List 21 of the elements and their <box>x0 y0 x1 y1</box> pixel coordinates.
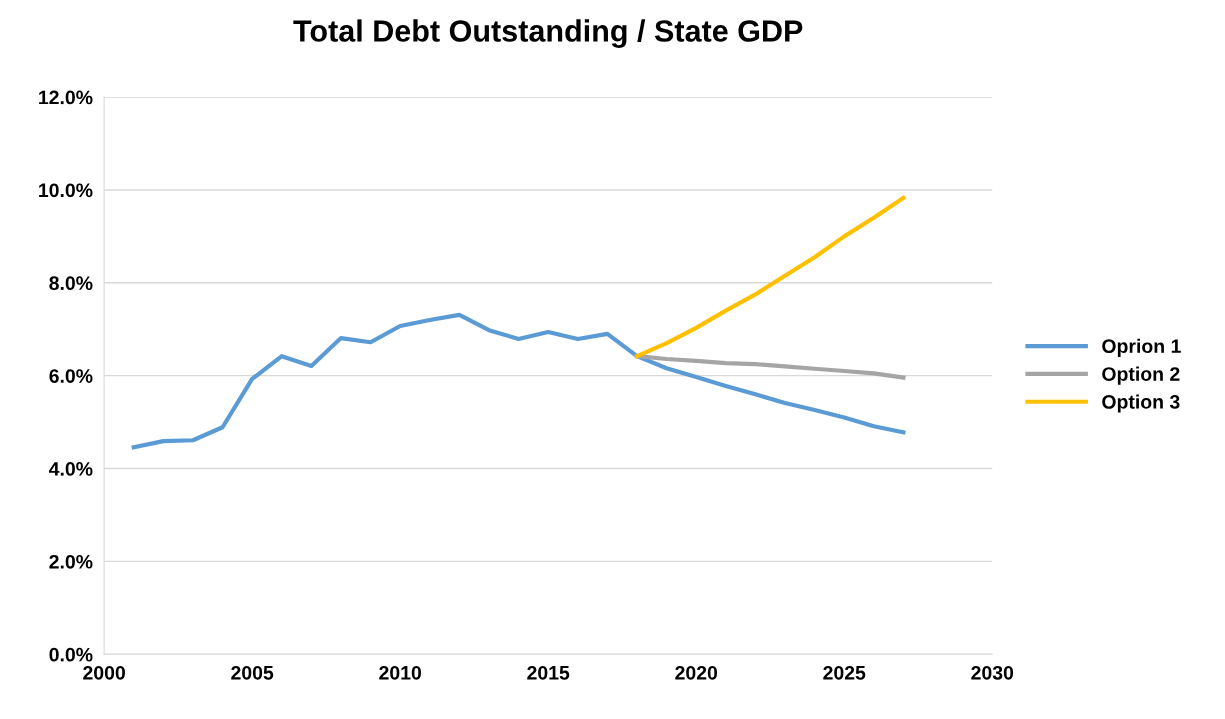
line-series <box>634 195 906 359</box>
legend-label: Oprion 1 <box>1102 338 1181 357</box>
y-tick-label: 8.0% <box>49 276 93 291</box>
y-tick-label: 4.0% <box>48 462 93 476</box>
y-tick-label: 6.0% <box>49 369 93 383</box>
legend-label: Option 2 <box>1102 366 1180 385</box>
chart-title: Total Debt Outstanding / State GDP <box>293 19 803 48</box>
y-tick-label: 10.0% <box>39 183 93 198</box>
x-tick-label: 2020 <box>675 665 718 680</box>
line-series <box>634 354 906 380</box>
y-tick-label: 0.0% <box>49 647 93 662</box>
x-tick-label: 2030 <box>971 665 1014 680</box>
y-tick-label: 2.0% <box>49 554 93 569</box>
x-tick-label: 2010 <box>379 665 421 680</box>
x-tick-label: 2015 <box>527 665 570 680</box>
x-tick-label: 2000 <box>83 665 125 680</box>
x-tick-label: 2025 <box>823 665 866 680</box>
line-series <box>131 312 906 450</box>
x-tick-label: 2005 <box>231 665 274 680</box>
legend-label: Option 3 <box>1102 394 1180 413</box>
y-tick-label: 12.0% <box>39 90 93 105</box>
